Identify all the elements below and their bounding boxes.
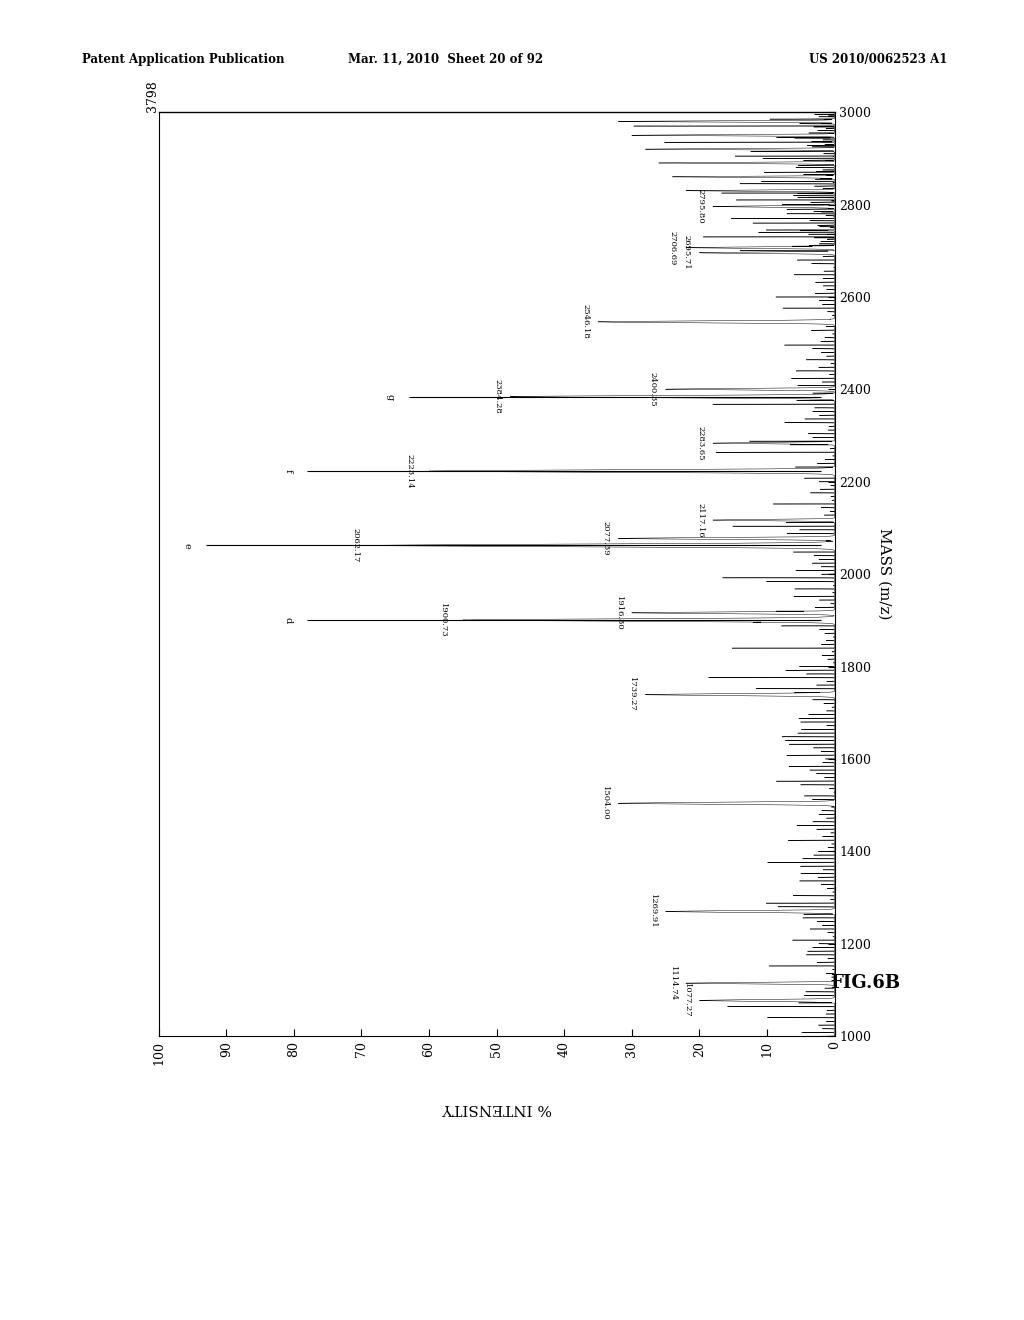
Text: e: e xyxy=(182,543,191,548)
Text: US 2010/0062523 A1: US 2010/0062523 A1 xyxy=(809,53,947,66)
Y-axis label: MASS (m/z): MASS (m/z) xyxy=(877,528,891,620)
Text: 2795.80: 2795.80 xyxy=(696,189,705,224)
Text: d: d xyxy=(284,616,293,623)
Text: 3798: 3798 xyxy=(145,81,159,112)
Text: 2706.69: 2706.69 xyxy=(669,231,677,265)
Text: 2283.65: 2283.65 xyxy=(696,426,705,461)
Text: f: f xyxy=(284,470,293,473)
Text: Patent Application Publication: Patent Application Publication xyxy=(82,53,285,66)
X-axis label: % INTENSITY: % INTENSITY xyxy=(441,1101,552,1115)
Text: 2117.16: 2117.16 xyxy=(696,503,705,537)
Text: 2400.35: 2400.35 xyxy=(649,372,656,407)
Text: 2695.71: 2695.71 xyxy=(683,235,690,271)
Text: 2546.18: 2546.18 xyxy=(582,305,589,339)
Text: 2384.28: 2384.28 xyxy=(494,379,502,414)
Text: Mar. 11, 2010  Sheet 20 of 92: Mar. 11, 2010 Sheet 20 of 92 xyxy=(348,53,543,66)
Text: 1269.91: 1269.91 xyxy=(649,894,656,929)
Text: 1114.74: 1114.74 xyxy=(669,966,677,1001)
Text: 2223.14: 2223.14 xyxy=(406,454,414,488)
Text: 1916.30: 1916.30 xyxy=(614,595,623,630)
Text: 1739.27: 1739.27 xyxy=(629,677,637,711)
Text: 1504.00: 1504.00 xyxy=(601,785,609,821)
Text: 1077.27: 1077.27 xyxy=(683,983,690,1018)
Text: 2062.17: 2062.17 xyxy=(351,528,359,562)
Text: g: g xyxy=(385,393,394,400)
Text: 2077.39: 2077.39 xyxy=(601,521,609,556)
Text: FIG.6B: FIG.6B xyxy=(830,974,900,993)
Text: 1900.73: 1900.73 xyxy=(439,603,447,638)
